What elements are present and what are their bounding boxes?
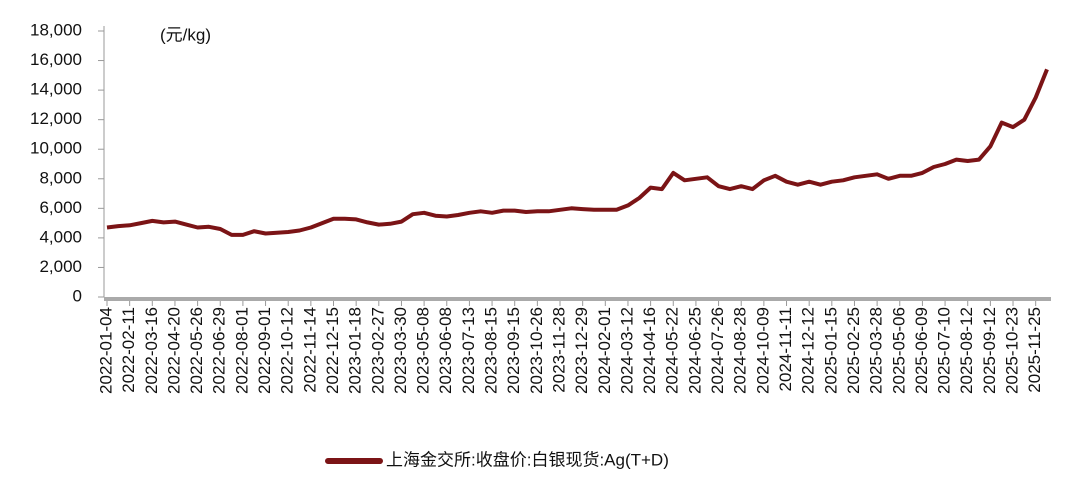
y-tick-label: 8,000 — [39, 168, 82, 187]
x-tick-label: 2025-11-25 — [1025, 307, 1044, 393]
x-tick-label: 2022-06-29 — [210, 307, 229, 394]
data-line — [106, 68, 1049, 237]
legend-label: 上海金交所:收盘价:白银现货:Ag(T+D) — [386, 450, 669, 469]
x-tick-label: 2023-05-08 — [414, 307, 433, 394]
x-tick-label: 2024-04-16 — [640, 307, 659, 394]
x-tick-label: 2022-09-01 — [255, 307, 274, 394]
x-tick-label: 2022-04-20 — [164, 307, 183, 394]
x-tick-label: 2024-11-11 — [776, 307, 795, 391]
x-tick-label: 2024-06-25 — [685, 307, 704, 394]
x-tick-label: 2024-07-26 — [708, 307, 727, 394]
x-tick-label: 2023-02-27 — [368, 307, 387, 394]
x-tick-label: 2024-02-01 — [595, 307, 614, 394]
x-tick-label: 2025-01-15 — [821, 307, 840, 394]
y-tick-label: 0 — [73, 286, 82, 305]
x-tick-label: 2022-02-11 — [119, 307, 138, 393]
x-axis — [104, 297, 1051, 301]
x-tick-label: 2023-11-28 — [549, 307, 568, 393]
x-tick-label: 2023-07-13 — [459, 307, 478, 394]
x-tick-label: 2023-09-15 — [504, 307, 523, 394]
x-tick-label: 2023-03-30 — [391, 307, 410, 394]
x-tick-label: 2025-08-12 — [957, 307, 976, 394]
x-tick-label: 2024-12-12 — [799, 307, 818, 394]
x-tick-label: 2022-11-14 — [300, 307, 319, 393]
x-tick-label: 2022-12-15 — [323, 307, 342, 394]
x-tick-label: 2023-08-15 — [482, 307, 501, 394]
x-tick-label: 2025-10-23 — [1003, 307, 1022, 394]
x-tick-label: 2024-05-22 — [663, 307, 682, 394]
x-tick-label: 2024-08-28 — [731, 307, 750, 394]
x-tick-label: 2025-07-10 — [935, 307, 954, 394]
x-tick-label: 2023-01-18 — [346, 307, 365, 394]
x-tick-label: 2022-10-12 — [278, 307, 297, 394]
x-tick-label: 2023-12-29 — [572, 307, 591, 394]
x-tick-label: 2023-10-26 — [527, 307, 546, 394]
x-tick-label: 2025-03-28 — [867, 307, 886, 394]
y-tick-label: 12,000 — [30, 109, 82, 128]
x-tick-label: 2022-03-16 — [142, 307, 161, 394]
x-tick-label: 2025-09-12 — [980, 307, 999, 394]
y-tick-label: 2,000 — [39, 257, 82, 276]
y-tick-label: 4,000 — [39, 227, 82, 246]
x-tick-label: 2025-05-06 — [889, 307, 908, 394]
y-tick-label: 14,000 — [30, 80, 82, 99]
x-tick-label: 2022-08-01 — [232, 307, 251, 394]
x-tick-label: 2024-03-12 — [617, 307, 636, 394]
y-tick-label: 6,000 — [39, 198, 82, 217]
y-tick-label: 18,000 — [30, 20, 82, 39]
x-tick-label: 2025-02-25 — [844, 307, 863, 394]
x-tick-label: 2022-01-04 — [96, 307, 115, 394]
unit-label: (元/kg) — [160, 25, 211, 44]
x-tick-label: 2024-10-09 — [753, 307, 772, 394]
y-tick-label: 16,000 — [30, 50, 82, 69]
x-tick-label: 2022-05-26 — [187, 307, 206, 394]
x-tick-label: 2023-06-08 — [436, 307, 455, 394]
y-tick-label: 10,000 — [30, 139, 82, 158]
x-tick-label: 2025-06-09 — [912, 307, 931, 394]
